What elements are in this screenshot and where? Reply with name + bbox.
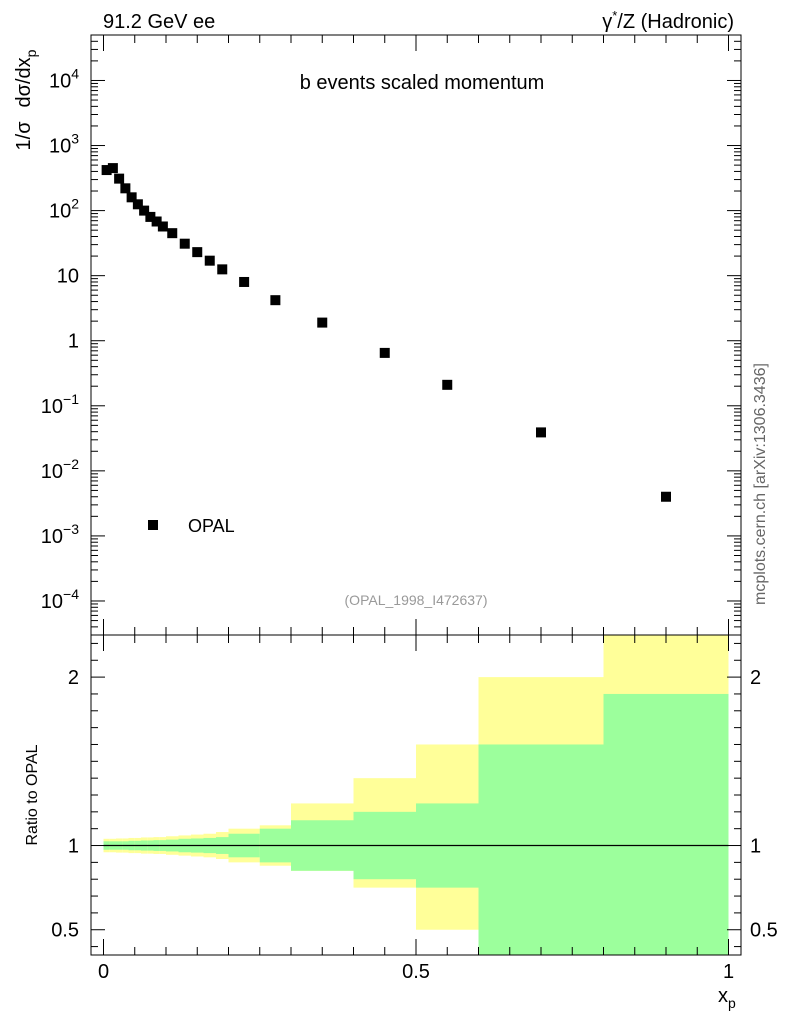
legend-marker-opal — [148, 520, 158, 530]
opal-data-point — [270, 295, 281, 306]
ratio-inner-band-bin — [478, 744, 604, 955]
main-y-tick-label: 10−2 — [41, 456, 79, 483]
ratio-y-ticks: 0.5 0.5 1 1 2 2 — [51, 642, 778, 948]
mcplots-side-label: mcplots.cern.ch [arXiv:1306.3436] — [752, 363, 769, 605]
opal-data-point — [107, 163, 118, 174]
opal-data-point — [151, 216, 162, 227]
opal-data-point — [132, 199, 143, 210]
main-y-tick-label: 102 — [49, 196, 79, 223]
opal-data-point — [317, 317, 328, 328]
main-y-tick-label: 104 — [49, 65, 79, 92]
opal-data-point — [179, 238, 190, 249]
opal-data-point — [114, 173, 125, 184]
opal-data-point — [145, 211, 156, 222]
main-x-ticks — [103, 35, 729, 635]
main-y-tick-label: 1 — [68, 331, 79, 353]
analysis-id-label: (OPAL_1998_I472637) — [345, 592, 488, 608]
opal-data-points — [101, 163, 671, 502]
main-y-axis-label: 1/σdσ/dxp — [13, 49, 39, 150]
opal-data-point — [204, 255, 215, 266]
svg-text:1/σdσ/dxp: 1/σdσ/dxp — [13, 49, 39, 150]
opal-data-point — [139, 205, 150, 216]
main-frame — [90, 34, 742, 636]
ratio-y-tick-label-left: 0.5 — [51, 920, 79, 942]
opal-data-point — [157, 221, 168, 232]
opal-data-point — [536, 427, 546, 438]
opal-data-point — [217, 264, 228, 275]
ratio-y-tick-label-left: 2 — [68, 667, 79, 689]
ratio-y-tick-label-right: 0.5 — [750, 920, 778, 942]
main-y-tick-label: 10−4 — [41, 586, 79, 613]
opal-data-point — [101, 165, 112, 176]
x-tick-label: 0 — [98, 961, 109, 983]
main-y-ticks: 10−4 10−3 10−2 10−1 1 10 102 103 104 — [41, 34, 741, 636]
ratio-y-tick-label-right: 1 — [750, 836, 761, 858]
main-y-tick-label: 10 — [57, 266, 79, 288]
opal-data-point — [167, 228, 178, 239]
opal-data-point — [126, 192, 137, 203]
main-panel: b events scaled momentum 1/σdσ/dxp 10−41… — [13, 34, 742, 636]
ratio-panel: Ratio to OPAL 0.5 0.51 12 2 0 0.5 1 xp — [24, 634, 778, 1011]
header-energy-label: 91.2 GeV ee — [103, 11, 215, 33]
opal-data-point — [442, 379, 453, 390]
x-tick-label: 0.5 — [402, 961, 430, 983]
ratio-y-tick-label-right: 2 — [750, 667, 761, 689]
main-y-tick-label: 10−3 — [41, 521, 79, 548]
header-process-label: γ*/Z (Hadronic) — [602, 8, 734, 33]
opal-data-point — [120, 183, 131, 194]
opal-data-point — [192, 247, 203, 258]
ratio-y-tick-label-left: 1 — [68, 836, 79, 858]
main-y-tick-label: 10−1 — [41, 391, 79, 418]
ratio-x-ticks: 0 0.5 1 — [98, 635, 734, 983]
main-y-tick-label: 103 — [49, 131, 79, 158]
opal-data-point — [379, 347, 390, 358]
opal-data-point — [661, 491, 671, 502]
ratio-y-axis-label: Ratio to OPAL — [24, 744, 41, 845]
x-tick-label: 1 — [723, 961, 734, 983]
ratio-inner-band-bin — [603, 693, 729, 955]
x-axis-label: xp — [718, 985, 736, 1011]
main-title: b events scaled momentum — [300, 72, 545, 94]
opal-data-point — [239, 276, 250, 287]
legend-label-opal: OPAL — [188, 516, 235, 536]
legend: OPAL — [148, 516, 235, 536]
ratio-uncertainty-bands — [103, 635, 729, 955]
